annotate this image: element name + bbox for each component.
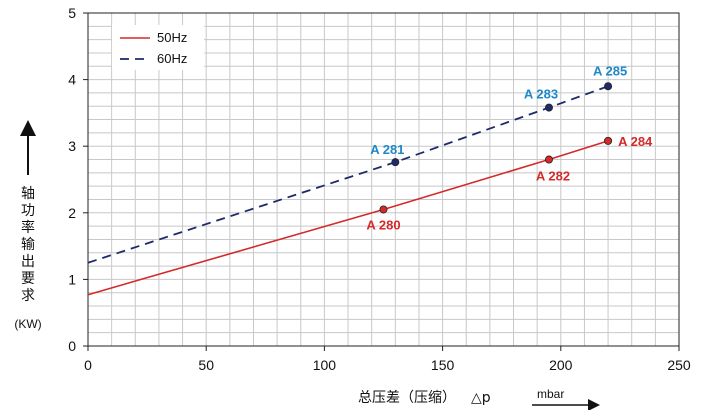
y-axis-label: 轴功率输出要求 — [21, 186, 35, 304]
axis-ticks: 0 50 100 150 200 250 0 1 2 3 4 5 — [68, 5, 691, 373]
legend-box — [112, 25, 204, 70]
y-label-char: 输 — [21, 237, 35, 253]
x-tick-label: 250 — [667, 357, 691, 373]
y-tick-label: 3 — [68, 138, 76, 154]
data-point — [379, 205, 388, 214]
series-line-60Hz — [87, 85, 609, 264]
series-line-50Hz — [87, 140, 609, 296]
point-label: A 282 — [536, 169, 570, 184]
y-label-char: 出 — [21, 254, 35, 270]
legend: 50Hz 60Hz — [112, 25, 204, 70]
x-axis-label: 总压差（压缩） — [358, 390, 456, 406]
data-point — [544, 155, 553, 164]
y-label-char: 轴 — [21, 186, 35, 202]
y-tick-label: 5 — [68, 5, 76, 21]
y-tick-label: 4 — [68, 72, 76, 88]
x-tick-label: 0 — [84, 357, 92, 373]
data-point — [544, 103, 553, 112]
y-tick-label: 0 — [68, 338, 76, 354]
y-label-char: 求 — [21, 288, 35, 304]
annotations: A 280 A 282 A 284 A 281 A 283 A 285 — [366, 63, 653, 232]
grid — [88, 13, 679, 346]
data-point — [604, 82, 613, 91]
y-axis-unit: (KW) — [14, 317, 41, 331]
x-axis-symbol: △p — [471, 390, 491, 406]
data-point — [391, 158, 400, 167]
point-label: A 280 — [366, 217, 400, 232]
point-label: A 285 — [593, 63, 627, 78]
point-label: A 281 — [370, 142, 404, 157]
y-tick-label: 2 — [68, 205, 76, 221]
plot-frame — [87, 12, 680, 347]
series-layer — [87, 85, 609, 296]
legend-label: 50Hz — [157, 30, 187, 45]
y-tick-label: 1 — [68, 271, 76, 287]
x-tick-label: 100 — [313, 357, 337, 373]
y-label-char: 功 — [21, 203, 35, 219]
x-tick-label: 150 — [431, 357, 455, 373]
point-label: A 283 — [524, 87, 558, 102]
y-label-char: 率 — [21, 219, 35, 236]
data-point — [604, 136, 613, 145]
point-label: A 284 — [618, 134, 653, 149]
x-tick-label: 200 — [549, 357, 573, 373]
x-tick-label: 50 — [198, 357, 214, 373]
legend-label: 60Hz — [157, 51, 187, 66]
x-axis-unit: mbar — [537, 387, 564, 401]
y-label-char: 要 — [21, 271, 35, 287]
